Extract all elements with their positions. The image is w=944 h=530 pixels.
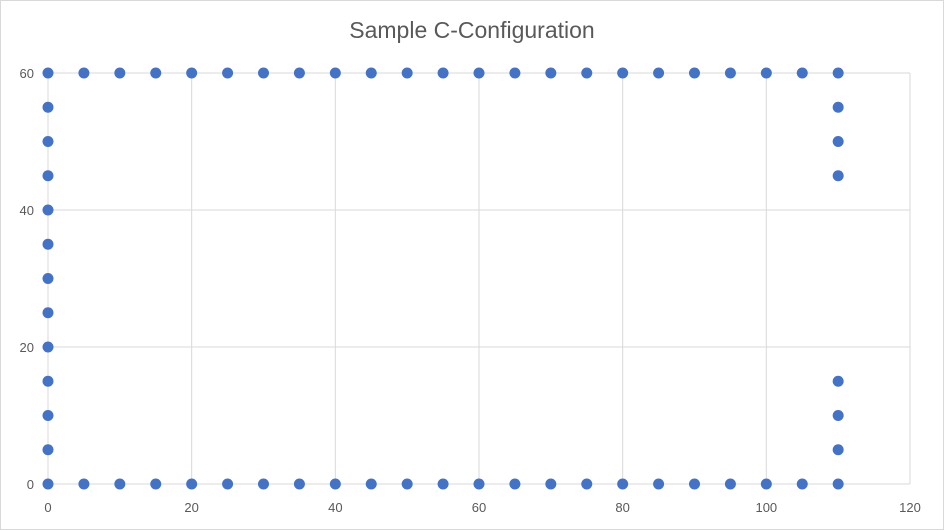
data-point xyxy=(832,136,844,147)
data-point xyxy=(258,478,269,490)
chart-title: Sample C-Configuration xyxy=(349,17,595,43)
data-point xyxy=(832,375,844,387)
data-point xyxy=(42,101,54,113)
data-point xyxy=(581,67,593,79)
data-point xyxy=(150,67,162,79)
data-point xyxy=(401,478,413,490)
data-point xyxy=(689,67,700,79)
data-point xyxy=(42,444,54,456)
data-point xyxy=(293,478,305,490)
data-point xyxy=(42,410,54,421)
y-tick-label: 20 xyxy=(20,340,34,355)
data-point xyxy=(653,478,665,490)
data-point xyxy=(509,478,521,490)
data-point xyxy=(545,67,557,79)
data-point xyxy=(617,478,629,490)
data-point xyxy=(42,204,54,216)
data-point xyxy=(329,67,341,79)
data-point xyxy=(617,67,629,79)
data-point xyxy=(760,67,772,79)
data-point xyxy=(42,238,54,250)
tick-labels: 0 20 40 60 80 100 120 0 20 40 60 xyxy=(20,66,921,515)
data-point xyxy=(437,478,449,490)
data-point xyxy=(293,67,305,79)
x-tick-label: 80 xyxy=(615,500,629,515)
data-point xyxy=(186,478,198,490)
data-point xyxy=(832,478,844,490)
data-point xyxy=(186,67,198,79)
data-point xyxy=(42,170,54,182)
data-point xyxy=(42,307,54,319)
data-point xyxy=(42,478,54,490)
data-point xyxy=(473,67,485,79)
data-point xyxy=(509,67,521,79)
gridlines xyxy=(47,72,911,485)
data-point xyxy=(365,478,377,490)
data-point xyxy=(832,444,844,456)
data-points xyxy=(42,67,844,490)
data-point xyxy=(42,273,54,284)
data-point xyxy=(653,67,665,79)
data-point xyxy=(581,478,593,490)
data-point xyxy=(42,136,54,147)
data-point xyxy=(832,67,844,79)
data-point xyxy=(760,478,772,490)
x-tick-label: 120 xyxy=(899,500,921,515)
x-tick-label: 0 xyxy=(44,500,51,515)
data-point xyxy=(78,67,90,79)
data-point xyxy=(78,478,90,490)
data-point xyxy=(222,478,234,490)
data-point xyxy=(258,67,269,79)
data-point xyxy=(222,67,234,79)
data-point xyxy=(832,101,844,113)
data-point xyxy=(114,67,126,79)
y-tick-label: 60 xyxy=(20,66,34,81)
data-point xyxy=(832,170,844,182)
data-point xyxy=(365,67,377,79)
data-point xyxy=(724,67,736,79)
data-point xyxy=(329,478,341,490)
x-tick-label: 20 xyxy=(184,500,198,515)
data-point xyxy=(42,67,54,79)
data-point xyxy=(42,341,54,353)
y-tick-label: 40 xyxy=(20,203,34,218)
x-tick-label: 60 xyxy=(472,500,486,515)
data-point xyxy=(401,67,413,79)
data-point xyxy=(724,478,736,490)
data-point xyxy=(796,478,808,490)
x-tick-label: 40 xyxy=(328,500,342,515)
data-point xyxy=(689,478,700,490)
data-point xyxy=(114,478,126,490)
x-tick-label: 100 xyxy=(755,500,777,515)
data-point xyxy=(796,67,808,79)
data-point xyxy=(150,478,162,490)
data-point xyxy=(832,410,844,421)
data-point xyxy=(437,67,449,79)
data-point xyxy=(42,375,54,387)
data-point xyxy=(473,478,485,490)
y-tick-label: 0 xyxy=(27,477,34,492)
data-point xyxy=(545,478,557,490)
